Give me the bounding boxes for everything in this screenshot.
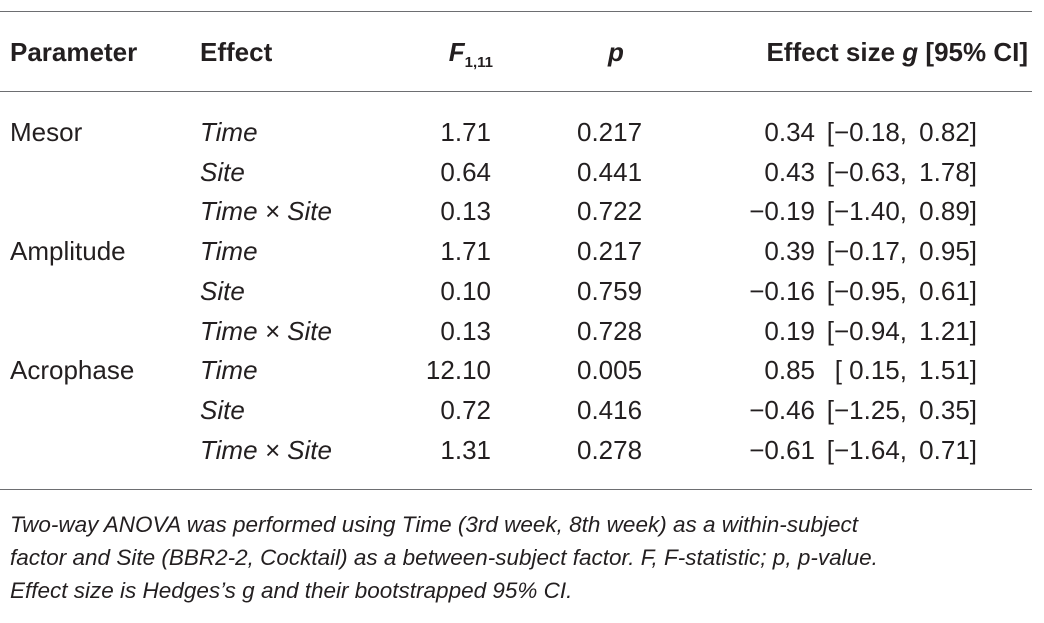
- ci-upper: 0.82]: [919, 117, 977, 147]
- cell-effect-size: −0.19 [−1.40, 0.89]: [749, 196, 977, 226]
- cell-effect-size: 0.85 [ 0.15, 1.51]: [764, 355, 977, 385]
- cell-effect: Time: [200, 355, 258, 385]
- header-f-subscript: 1,11: [464, 54, 493, 71]
- ci-upper: 1.51]: [919, 355, 977, 385]
- cell-f-value: 0.10: [440, 276, 491, 306]
- ci-lower: [−1.40,: [826, 196, 907, 226]
- ci-lower: [ 0.15,: [834, 355, 907, 385]
- cell-p-value: 0.728: [577, 316, 643, 346]
- cell-p-value: 0.441: [577, 157, 643, 187]
- cell-effect-size: −0.61 [−1.64, 0.71]: [749, 435, 977, 465]
- effect-size-g: 0.85: [764, 355, 815, 385]
- cell-f-value: 0.13: [440, 316, 491, 346]
- effect-size-g: −0.19: [749, 196, 815, 226]
- header-effect: Effect: [200, 37, 273, 67]
- cell-p-value: 0.278: [577, 435, 643, 465]
- cell-effect-size: 0.39 [−0.17, 0.95]: [764, 236, 977, 266]
- effect-size-g: −0.16: [749, 276, 815, 306]
- effect-size-g: 0.43: [764, 157, 815, 187]
- cell-parameter: Acrophase: [10, 355, 135, 385]
- cell-effect-size: 0.19 [−0.94, 1.21]: [764, 316, 977, 346]
- table-bottom-rule: [0, 489, 1032, 490]
- cell-effect-size: −0.46 [−1.25, 0.35]: [749, 395, 977, 425]
- cell-f-value: 12.10: [425, 355, 491, 385]
- effect-size-g: −0.46: [749, 395, 815, 425]
- table-footnote: Two-way ANOVA was performed using Time (…: [10, 508, 1035, 607]
- header-effect-size-g: g: [902, 37, 919, 67]
- ci-lower: [−0.17,: [826, 236, 907, 266]
- ci-lower: [−0.18,: [826, 117, 907, 147]
- cell-f-value: 0.72: [440, 395, 491, 425]
- effect-size-g: 0.19: [764, 316, 815, 346]
- header-f-letter: F: [448, 37, 465, 67]
- cell-p-value: 0.759: [577, 276, 643, 306]
- cell-effect: Time: [200, 117, 258, 147]
- cell-effect-size: −0.16 [−0.95, 0.61]: [749, 276, 977, 306]
- ci-upper: 0.89]: [919, 196, 977, 226]
- cell-effect: Time × Site: [200, 316, 332, 346]
- cell-f-value: 0.13: [440, 196, 491, 226]
- effect-size-g: 0.39: [764, 236, 815, 266]
- table-top-rule: [0, 11, 1032, 12]
- ci-lower: [−0.95,: [826, 276, 907, 306]
- ci-lower: [−1.64,: [826, 435, 907, 465]
- cell-effect: Site: [200, 276, 245, 306]
- effect-size-g: −0.61: [749, 435, 815, 465]
- cell-p-value: 0.005: [577, 355, 643, 385]
- table-header-rule: [0, 91, 1032, 92]
- cell-effect: Time × Site: [200, 196, 332, 226]
- cell-parameter: Amplitude: [10, 236, 126, 266]
- ci-upper: 0.71]: [919, 435, 977, 465]
- header-effect-size-prefix: Effect size: [766, 37, 903, 67]
- header-f-statistic: F1,11: [449, 37, 493, 78]
- ci-upper: 0.35]: [919, 395, 977, 425]
- cell-p-value: 0.217: [577, 117, 643, 147]
- effect-size-g: 0.34: [764, 117, 815, 147]
- header-effect-size: Effect size g [95% CI]: [766, 37, 1028, 67]
- cell-effect: Time × Site: [200, 435, 332, 465]
- header-effect-size-suffix: [95% CI]: [918, 37, 1028, 67]
- cell-effect: Site: [200, 157, 245, 187]
- cell-p-value: 0.416: [577, 395, 643, 425]
- header-p-value: p: [608, 37, 624, 67]
- footnote-line-3: Effect size is Hedges’s g and their boot…: [10, 578, 573, 603]
- cell-effect: Site: [200, 395, 245, 425]
- cell-parameter: Mesor: [10, 117, 83, 147]
- ci-lower: [−0.63,: [826, 157, 907, 187]
- cell-p-value: 0.722: [577, 196, 643, 226]
- ci-upper: 1.21]: [919, 316, 977, 346]
- footnote-line-2: factor and Site (BBR2-2, Cocktail) as a …: [10, 545, 878, 570]
- cell-f-value: 1.71: [440, 117, 491, 147]
- cell-f-value: 1.31: [440, 435, 491, 465]
- cell-f-value: 1.71: [440, 236, 491, 266]
- cell-effect-size: 0.43 [−0.63, 1.78]: [764, 157, 977, 187]
- ci-upper: 0.95]: [919, 236, 977, 266]
- cell-effect: Time: [200, 236, 258, 266]
- footnote-line-1: Two-way ANOVA was performed using Time (…: [10, 512, 859, 537]
- cell-f-value: 0.64: [440, 157, 491, 187]
- ci-upper: 0.61]: [919, 276, 977, 306]
- cell-effect-size: 0.34 [−0.18, 0.82]: [764, 117, 977, 147]
- ci-lower: [−0.94,: [826, 316, 907, 346]
- header-parameter: Parameter: [10, 37, 138, 67]
- cell-p-value: 0.217: [577, 236, 643, 266]
- ci-lower: [−1.25,: [826, 395, 907, 425]
- ci-upper: 1.78]: [919, 157, 977, 187]
